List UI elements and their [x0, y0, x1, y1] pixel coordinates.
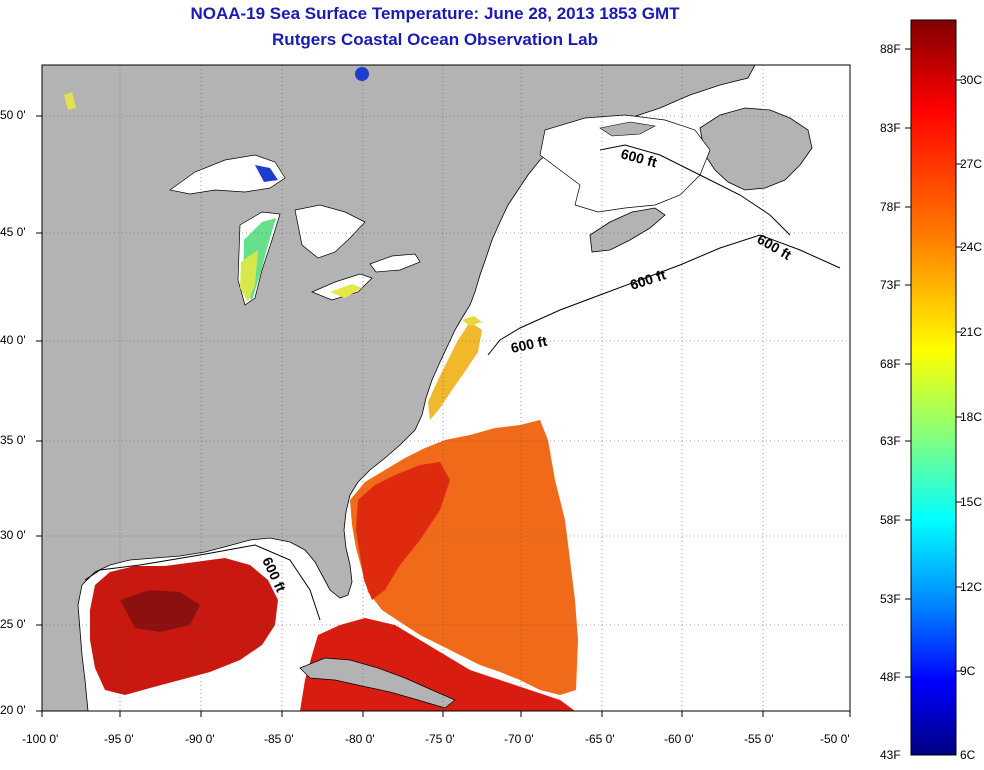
- cuba-island: [299, 657, 456, 709]
- lat-label: 45 0': [0, 225, 26, 239]
- lat-label: 25 0': [0, 617, 26, 631]
- lon-label: -55 0': [744, 732, 774, 746]
- colorbar-c-label: 27C: [960, 157, 983, 171]
- graticule: [42, 65, 850, 711]
- colorbar-ticks: [905, 48, 962, 678]
- gulf-dark-core: [120, 590, 200, 632]
- colorbar-f-label: 78F: [880, 200, 901, 214]
- lon-label: -85 0': [264, 732, 294, 746]
- map-title: NOAA-19 Sea Surface Temperature: June 28…: [190, 4, 680, 23]
- colorbar-f-label: 53F: [880, 592, 901, 606]
- lon-label: -100 0': [22, 732, 59, 746]
- lon-label: -95 0': [104, 732, 134, 746]
- lon-label: -70 0': [504, 732, 534, 746]
- lat-label: 30 0': [0, 528, 26, 542]
- colorbar-c-label: 30C: [960, 73, 983, 87]
- lon-label: -65 0': [585, 732, 615, 746]
- colorbar-f-label: 58F: [880, 513, 901, 527]
- coastal-sst-midatlantic: [428, 322, 482, 420]
- lat-label: 50 0': [0, 108, 26, 122]
- lon-label: -75 0': [425, 732, 455, 746]
- colorbar-c-label: 24C: [960, 240, 983, 254]
- lake-ontario: [369, 253, 421, 273]
- colorbar-f-label: 43F: [880, 748, 901, 762]
- colorbar-c-label: 12C: [960, 580, 983, 594]
- colorbar-f-label: 68F: [880, 357, 901, 371]
- hudson-bay-sst: [355, 67, 369, 81]
- colorbar-c-label: 6C: [960, 748, 976, 762]
- lat-label: 35 0': [0, 433, 26, 447]
- colorbar-f-label: 73F: [880, 278, 901, 292]
- lon-label: -60 0': [664, 732, 694, 746]
- gulf-stream-sst: [356, 462, 450, 600]
- colorbar-c-label: 9C: [960, 664, 976, 678]
- lon-label: -90 0': [185, 732, 215, 746]
- map-frame: [41, 64, 851, 712]
- lake-erie: [311, 273, 373, 301]
- colorbar-f-label: 88F: [880, 42, 901, 56]
- contour-600ft-canada: [599, 144, 791, 236]
- temperature-colorbar: [910, 19, 957, 756]
- nova-scotia: [589, 207, 666, 253]
- lon-label: -80 0': [345, 732, 375, 746]
- gulf-of-mexico-sst: [90, 558, 278, 695]
- anticosti-island: [599, 121, 656, 137]
- nw-lake-sst: [64, 92, 76, 110]
- colorbar-f-label: 63F: [880, 434, 901, 448]
- colorbar-f-label: 48F: [880, 670, 901, 684]
- colorbar-c-label: 21C: [960, 325, 983, 339]
- colorbar-c-label: 15C: [960, 495, 983, 509]
- gulf-st-lawrence: [539, 114, 711, 213]
- contour-label: 600 ft: [509, 333, 548, 356]
- axis-ticks: [36, 115, 851, 717]
- long-island-sst: [462, 316, 482, 326]
- lake-erie-sst: [330, 284, 362, 298]
- land-mass: [42, 65, 756, 711]
- contour-600ft-gulf: [84, 544, 321, 621]
- map-subtitle: Rutgers Coastal Ocean Observation Lab: [272, 30, 598, 49]
- lat-label: 20 0': [0, 703, 26, 717]
- colorbar-c-label: 18C: [960, 410, 983, 424]
- contour-600ft: [487, 234, 841, 356]
- newfoundland-island: [699, 107, 813, 191]
- lake-michigan-sst-warm: [240, 250, 258, 302]
- lat-label: 40 0': [0, 333, 26, 347]
- lon-label: -50 0': [820, 732, 850, 746]
- lake-huron: [294, 204, 366, 259]
- lake-superior-sst: [255, 165, 278, 182]
- colorbar-f-label: 83F: [880, 121, 901, 135]
- lake-superior: [169, 154, 286, 195]
